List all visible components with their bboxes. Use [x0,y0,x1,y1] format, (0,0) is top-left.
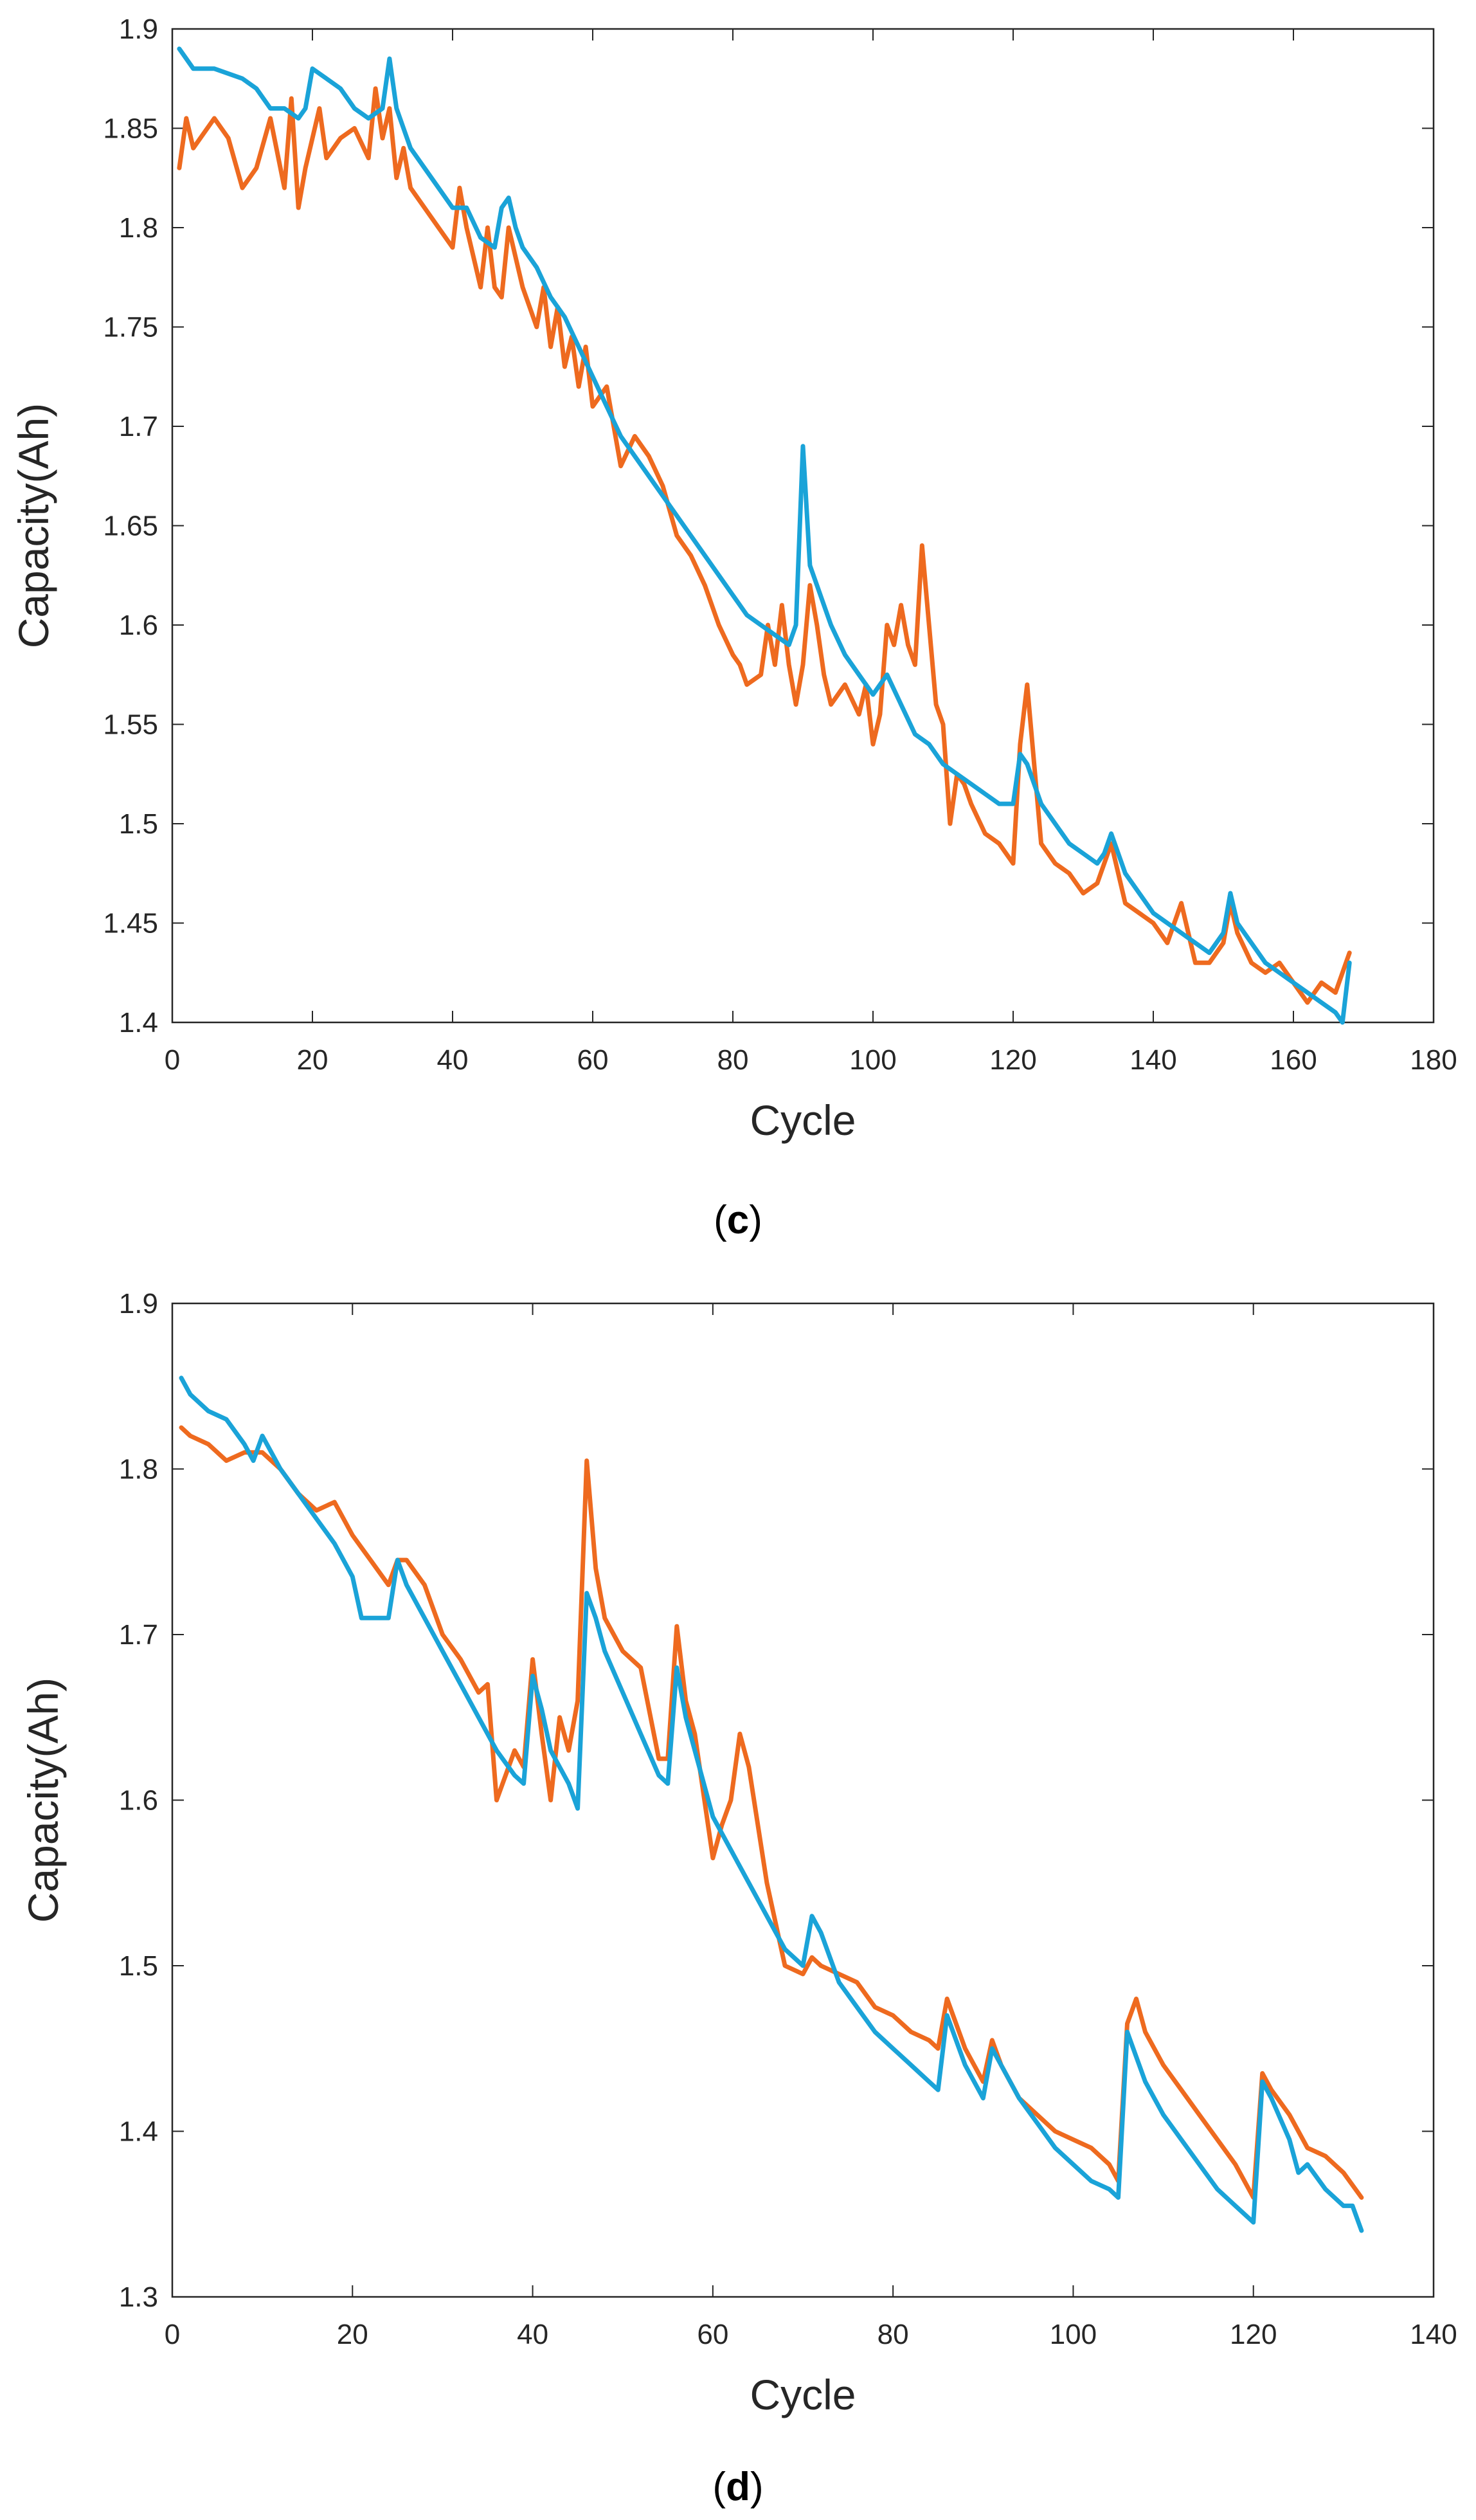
x-tick-label: 60 [577,1044,609,1076]
y-tick-label: 1.85 [103,113,158,145]
x-tick-label: 100 [1050,2319,1097,2350]
x-tick-label: 20 [297,1044,328,1076]
y-axis-title: Capacity(Ah) [19,1678,67,1923]
panel-label-d: (d) [712,2465,763,2509]
y-tick-label: 1.9 [119,14,158,45]
series-line-2 [177,46,1352,1025]
x-tick-label: 180 [1410,1044,1457,1076]
y-tick-label: 1.6 [119,1785,158,1817]
y-tick-label: 1.75 [103,312,158,343]
x-tick-label: 120 [1230,2319,1277,2350]
y-tick-label: 1.9 [119,1288,158,1319]
x-tick-label: 0 [165,2319,180,2350]
x-tick-label: 40 [437,1044,469,1076]
y-tick-label: 1.4 [119,2116,158,2148]
y-tick-label: 1.5 [119,808,158,840]
x-tick-label: 0 [165,1044,180,1076]
x-tick-label: 80 [717,1044,749,1076]
panel-label-c: (c) [714,1198,762,1242]
y-tick-label: 1.3 [119,2281,158,2313]
x-tick-label: 100 [849,1044,896,1076]
y-tick-label: 1.6 [119,610,158,641]
y-tick-label: 1.8 [119,1454,158,1485]
x-tick-label: 120 [989,1044,1036,1076]
x-tick-label: 40 [517,2319,548,2350]
chart-panel-c: 0 20 40 60 80 100 120 140 160 180 1.4 1.45 1.5 1.55 1.… [10,14,1457,1144]
y-tick-label: 1.8 [119,212,158,244]
x-tick-label: 60 [697,2319,728,2350]
x-tick-label: 20 [337,2319,368,2350]
y-tick-label: 1.65 [103,511,158,542]
plot-area [171,28,1435,1024]
y-tick-label: 1.7 [119,411,158,442]
series-line-2 [179,1375,1364,2233]
x-tick-label: 140 [1410,2319,1457,2350]
x-axis-title: Cycle [750,1096,856,1144]
plot-area [171,1302,1435,2298]
y-tick-label: 1.4 [119,1007,158,1038]
series-line-1 [177,86,1352,1005]
y-axis-title: Capacity(Ah) [10,403,57,648]
chart-panel-d: 0 20 40 60 80 100 120 140 1.3 1.4 1.5 1.6 1.7 1.8 1.9 C… [19,1288,1457,2418]
y-tick-label: 1.55 [103,709,158,741]
y-tick-label: 1.7 [119,1619,158,1651]
series-line-1 [179,1425,1364,2200]
x-tick-label: 140 [1130,1044,1176,1076]
y-tick-label: 1.45 [103,908,158,939]
y-tick-label: 1.5 [119,1950,158,1982]
x-axis-title: Cycle [750,2371,856,2418]
x-tick-label: 80 [878,2319,909,2350]
x-tick-label: 160 [1270,1044,1317,1076]
